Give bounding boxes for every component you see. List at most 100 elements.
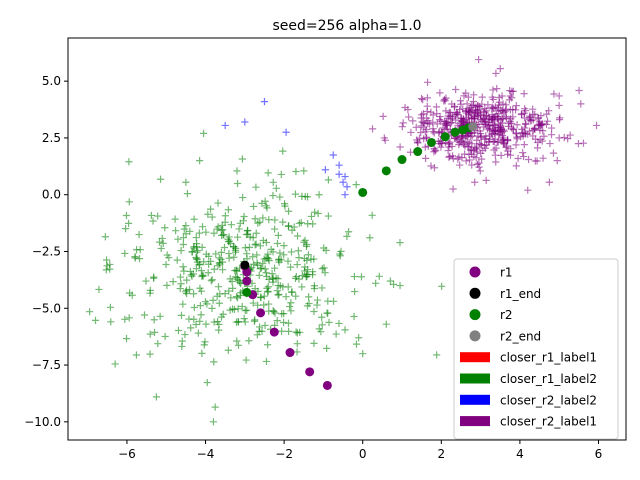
cluster-point (147, 211, 155, 220)
cluster-point (158, 234, 166, 243)
cluster-point (121, 225, 130, 233)
cluster-point (181, 330, 189, 339)
scatter-point (592, 121, 601, 130)
legend-label-r1-end: r1_end (500, 287, 541, 301)
cluster-point (195, 229, 203, 237)
cluster-point (506, 92, 514, 100)
cluster-point (252, 183, 260, 191)
legend-swatch-closer-r2-label2 (460, 394, 490, 405)
cluster-point (202, 320, 210, 328)
cluster-point (438, 282, 446, 290)
cluster-point (261, 197, 269, 205)
cluster-point (233, 337, 241, 345)
cluster-point (489, 95, 497, 104)
cluster-point (203, 378, 211, 387)
cluster-point (287, 307, 295, 315)
cluster-point (214, 283, 223, 291)
cluster-point (495, 101, 503, 109)
cluster-point (465, 143, 473, 151)
cluster-point (433, 109, 441, 118)
cluster-point (146, 289, 154, 297)
cluster-point (300, 254, 309, 263)
cluster-point (527, 117, 535, 125)
cluster-point (156, 175, 165, 183)
cluster-point (277, 170, 285, 179)
cluster-point (329, 297, 338, 305)
cluster-point (505, 96, 514, 104)
cluster-point (297, 219, 305, 227)
cluster-point (273, 287, 281, 295)
cluster-point (520, 141, 528, 149)
cluster-point (533, 144, 542, 152)
cluster-point (448, 119, 456, 127)
cluster-point (484, 101, 492, 109)
cluster-point (534, 114, 542, 122)
cluster-point (305, 293, 313, 301)
cluster-point (243, 255, 251, 263)
cluster-point (506, 151, 515, 159)
cluster-point (417, 95, 426, 103)
cluster-point (135, 230, 143, 239)
cluster-point (307, 212, 316, 221)
cluster-point (154, 340, 162, 348)
cluster-point (522, 107, 530, 115)
cluster-point (524, 130, 532, 138)
cluster-point (254, 301, 262, 309)
cluster-point (488, 111, 496, 119)
cluster-point (140, 311, 149, 319)
cluster-point (549, 149, 558, 157)
cluster-point (454, 155, 462, 163)
cluster-point (357, 273, 366, 281)
cluster-point (186, 227, 194, 235)
cluster-point (262, 357, 271, 366)
cluster-point (445, 108, 454, 116)
cluster-point (270, 225, 279, 233)
cluster-point (185, 285, 194, 294)
cluster-point (264, 250, 272, 258)
legend-label-closer-r1-label1: closer_r1_label1 (500, 351, 597, 365)
cluster-point (220, 243, 229, 252)
cluster-point (201, 298, 210, 306)
trajectory-marks (240, 122, 478, 390)
cluster-point (208, 304, 216, 312)
cluster-point (293, 260, 301, 269)
cluster-point (497, 125, 505, 134)
cluster-point (275, 290, 283, 299)
cluster-point (154, 212, 162, 220)
cluster-point (284, 327, 293, 335)
cluster-point (429, 111, 437, 119)
cluster-point (208, 276, 216, 284)
cluster-point (272, 184, 280, 192)
cluster-point (472, 154, 480, 162)
cluster-point (146, 350, 154, 358)
cluster-point (146, 330, 154, 338)
cluster-point (396, 143, 404, 151)
legend-label-r1: r1 (500, 266, 513, 280)
cluster-point (251, 241, 259, 249)
cluster-point (106, 303, 115, 311)
cluster-point (477, 141, 485, 149)
cluster-point (445, 153, 453, 161)
cluster-point (324, 176, 333, 184)
cluster-point (177, 280, 185, 288)
cluster-point (251, 316, 259, 324)
r1-point (305, 367, 315, 377)
cluster-point (472, 145, 481, 153)
scatter-point (182, 178, 190, 186)
cluster-point (264, 169, 272, 177)
cluster-point (417, 122, 425, 130)
cluster-point (492, 158, 500, 166)
cluster-point (476, 167, 484, 175)
cluster-point (282, 293, 290, 301)
cluster-point (232, 292, 241, 301)
scatter-point (300, 167, 308, 175)
cluster-point (433, 120, 441, 128)
scatter-point (260, 97, 269, 106)
cluster-point (239, 193, 247, 202)
cluster-point (215, 320, 223, 329)
cluster-point (273, 239, 282, 248)
cluster-point (245, 337, 253, 345)
cluster-point (216, 260, 224, 268)
cluster-point (206, 257, 215, 265)
cluster-point (296, 328, 304, 336)
